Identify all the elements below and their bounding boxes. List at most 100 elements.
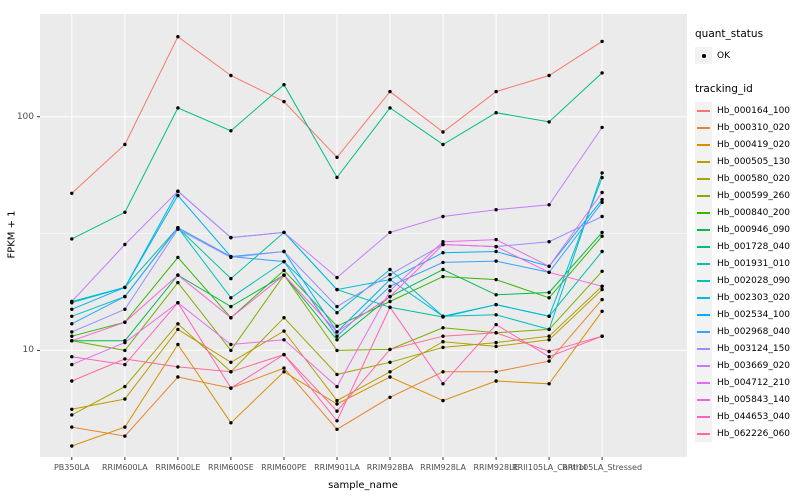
legend-label: Hb_002028_090 xyxy=(717,275,791,286)
legend-item: Hb_000580_020 xyxy=(695,170,800,187)
legend-label: Hb_000505_130 xyxy=(717,156,791,167)
x-tick-label: RRIM600LE xyxy=(155,463,201,472)
legend-item: Hb_000599_260 xyxy=(695,187,800,204)
legend-title-tracking-id: tracking_id xyxy=(695,83,753,95)
x-tick-label: RRII105LA_Control xyxy=(512,463,587,472)
legend-key-swatch xyxy=(695,374,712,391)
legend-item-ok: OK xyxy=(695,47,800,64)
legend-key-swatch xyxy=(695,153,712,170)
legend-label: Hb_002303_020 xyxy=(717,292,791,303)
legend-label-ok: OK xyxy=(717,50,730,61)
legend-gap xyxy=(695,64,800,83)
legend-entries: Hb_000164_100 Hb_000310_020 Hb_000419_020 H… xyxy=(695,102,800,442)
legend-item: Hb_002303_020 xyxy=(695,289,800,306)
legend-line-icon xyxy=(697,296,710,299)
legend-line-icon xyxy=(697,262,710,265)
legend-line-icon xyxy=(697,364,710,367)
legend-line-icon xyxy=(697,177,710,180)
legend-item: Hb_062226_060 xyxy=(695,425,800,442)
legend-label: Hb_000419_020 xyxy=(717,139,791,150)
legend-label: Hb_000164_100 xyxy=(717,105,791,116)
legend-key-swatch xyxy=(695,357,712,374)
legend-label: Hb_001728_040 xyxy=(717,241,791,252)
x-axis-title: sample_name xyxy=(328,480,398,491)
y-tick-label: 10 xyxy=(22,345,34,356)
legend-key-swatch xyxy=(695,272,712,289)
legend-label: Hb_000310_020 xyxy=(717,122,791,133)
legend-line-icon xyxy=(697,432,710,435)
legend-item: Hb_000164_100 xyxy=(695,102,800,119)
legend-item: Hb_000310_020 xyxy=(695,119,800,136)
x-tick-label: RRIM600LA xyxy=(101,463,148,472)
legend: quant_status OK tracking_id Hb_000164_10… xyxy=(695,28,800,442)
legend-item: Hb_004712_210 xyxy=(695,374,800,391)
legend-label: Hb_000580_020 xyxy=(717,173,791,184)
x-tick-label: RRIM600SE xyxy=(208,463,254,472)
legend-label: Hb_000840_200 xyxy=(717,207,791,218)
legend-line-icon xyxy=(697,398,710,401)
legend-item: Hb_005843_140 xyxy=(695,391,800,408)
legend-label: Hb_000946_090 xyxy=(717,224,791,235)
legend-item: Hb_001931_010 xyxy=(695,255,800,272)
legend-label: Hb_000599_260 xyxy=(717,190,791,201)
legend-item: Hb_000840_200 xyxy=(695,204,800,221)
x-tick-label: RRIM928LA xyxy=(420,463,466,472)
legend-item: Hb_003669_020 xyxy=(695,357,800,374)
x-tick-label: PB350LA xyxy=(53,463,90,472)
legend-line-icon xyxy=(697,194,710,197)
legend-item: Hb_044653_040 xyxy=(695,408,800,425)
legend-item: Hb_000419_020 xyxy=(695,136,800,153)
legend-label: Hb_044653_040 xyxy=(717,411,791,422)
x-tick-label: RRII105LA_Stressed xyxy=(562,463,643,472)
legend-key-swatch xyxy=(695,391,712,408)
legend-key-swatch xyxy=(695,323,712,340)
legend-key-swatch xyxy=(695,170,712,187)
legend-label: Hb_002534_100 xyxy=(717,309,791,320)
x-tick-label: RRIM928BA xyxy=(366,463,414,472)
legend-key-swatch xyxy=(695,187,712,204)
legend-key-swatch xyxy=(695,425,712,442)
axis-ticks xyxy=(37,116,603,460)
legend-key-swatch xyxy=(695,408,712,425)
legend-key-swatch xyxy=(695,136,712,153)
legend-line-icon xyxy=(697,211,710,214)
legend-line-icon xyxy=(697,415,710,418)
legend-key-swatch xyxy=(695,306,712,323)
legend-line-icon xyxy=(697,245,710,248)
x-tick-label: RRIM600PE xyxy=(261,463,307,472)
legend-item: Hb_001728_040 xyxy=(695,238,800,255)
legend-line-icon xyxy=(697,228,710,231)
legend-item: Hb_000505_130 xyxy=(695,153,800,170)
legend-line-icon xyxy=(697,279,710,282)
panel-background xyxy=(40,14,687,457)
legend-label: Hb_001931_010 xyxy=(717,258,791,269)
legend-item: Hb_002534_100 xyxy=(695,306,800,323)
legend-key-swatch xyxy=(695,340,712,357)
legend-label: Hb_005843_140 xyxy=(717,394,791,405)
legend-key-swatch xyxy=(695,119,712,136)
legend-line-icon xyxy=(697,330,710,333)
y-tick-label: 100 xyxy=(16,111,34,122)
legend-line-icon xyxy=(697,313,710,316)
legend-line-icon xyxy=(697,109,710,112)
x-tick-label: RRIM928LE xyxy=(473,463,519,472)
legend-label: Hb_003669_020 xyxy=(717,360,791,371)
legend-item: Hb_002028_090 xyxy=(695,272,800,289)
legend-key-swatch xyxy=(695,204,712,221)
legend-label: Hb_003124_150 xyxy=(717,343,791,354)
legend-key-swatch xyxy=(695,102,712,119)
legend-line-icon xyxy=(697,126,710,129)
y-axis-title: FPKM + 1 xyxy=(6,210,18,259)
point-marker-icon xyxy=(701,53,706,58)
legend-line-icon xyxy=(697,347,710,350)
legend-key-swatch xyxy=(695,289,712,306)
legend-item: Hb_002968_040 xyxy=(695,323,800,340)
legend-key-swatch xyxy=(695,255,712,272)
legend-key-ok xyxy=(695,47,712,64)
legend-key-swatch xyxy=(695,221,712,238)
legend-title-quant-status: quant_status xyxy=(695,28,764,40)
legend-item: Hb_000946_090 xyxy=(695,221,800,238)
data-points xyxy=(70,35,604,448)
